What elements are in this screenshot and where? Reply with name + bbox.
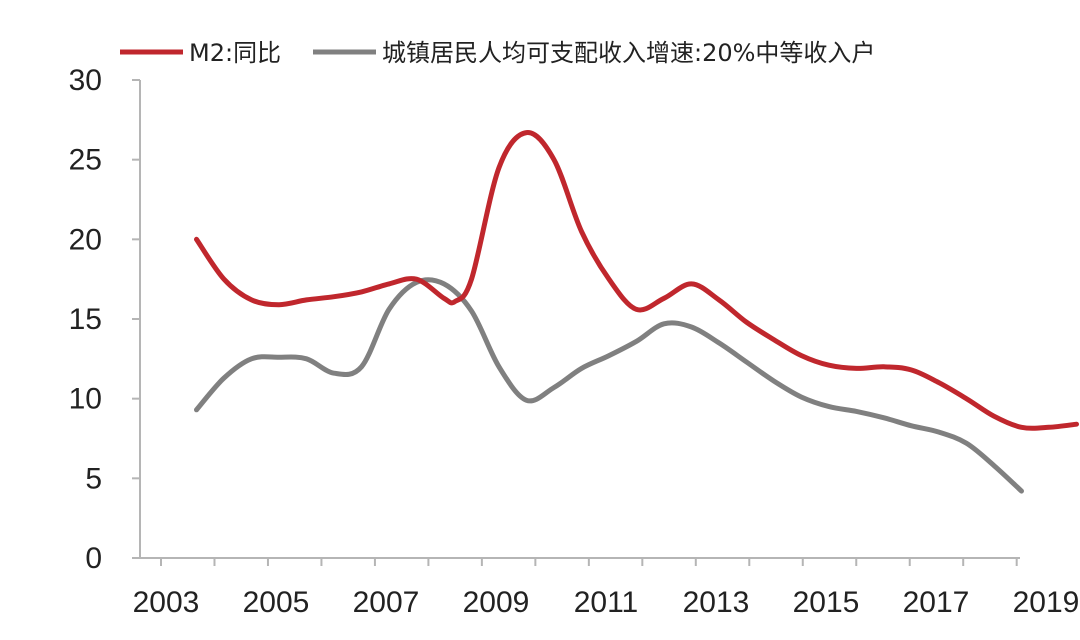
x-tick-label: 2005 — [243, 586, 310, 619]
series-line-income — [194, 277, 1024, 494]
x-tick-label: 2011 — [574, 586, 639, 619]
y-tick-label: 20 — [69, 223, 102, 256]
y-tick-label: 0 — [85, 542, 102, 575]
x-tick-label: 2007 — [353, 586, 420, 619]
legend-label-m2: M2:同比 — [189, 39, 281, 67]
x-tick-label: 2003 — [133, 586, 200, 619]
x-tick-label: 2015 — [793, 586, 860, 619]
x-tick-label: 2013 — [683, 586, 750, 619]
y-tick-label: 15 — [69, 303, 102, 336]
y-tick-label: 30 — [69, 64, 102, 97]
legend-label-income: 城镇居民人均可支配收入增速:20%中等收入户 — [382, 39, 875, 67]
axes: 0 5 10 15 20 25 30 2003 2005 2007 2009 2011 2013 2015… — [69, 64, 1080, 619]
series-line-m2 — [194, 130, 1079, 431]
legend: M2:同比 城镇居民人均可支配收入增速:20%中等收入户 — [120, 39, 875, 67]
plot-area — [194, 130, 1079, 494]
x-tick-label: 2019 — [1013, 586, 1080, 619]
x-tick-label: 2009 — [463, 586, 530, 619]
y-tick-label: 10 — [69, 383, 102, 416]
x-tick-label: 2017 — [903, 586, 970, 619]
y-tick-label: 5 — [85, 462, 102, 495]
y-tick-label: 25 — [69, 144, 102, 177]
